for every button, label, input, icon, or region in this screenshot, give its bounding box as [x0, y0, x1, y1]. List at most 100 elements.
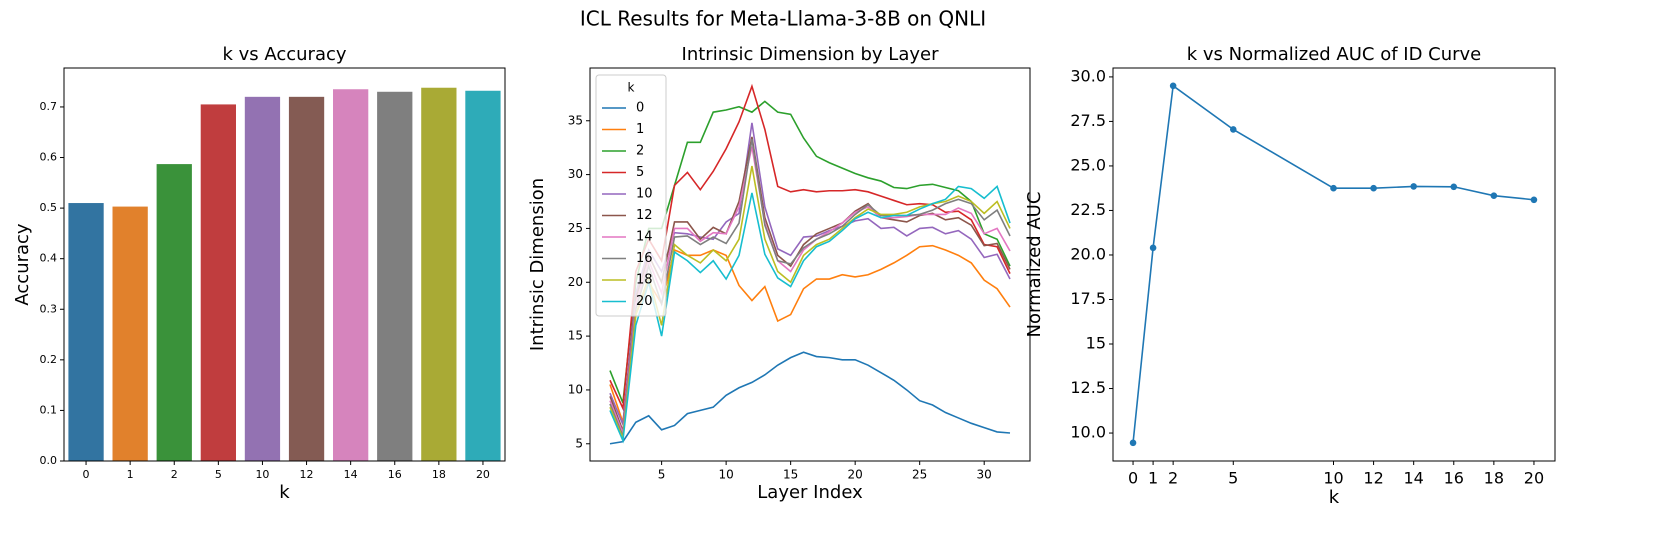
x-tick-label: 20 [476, 468, 490, 481]
bar [465, 90, 501, 461]
line [609, 185, 1011, 444]
bar [333, 89, 369, 462]
x-tick-label: 14 [344, 468, 358, 481]
x-tick-label: 10 [255, 468, 269, 481]
marker [1530, 196, 1538, 204]
x-axis-label: k [1329, 487, 1340, 508]
bar [200, 104, 236, 461]
x-tick-label: 14 [1404, 469, 1424, 488]
line [609, 122, 1011, 425]
line [1132, 84, 1535, 443]
y-tick-label: 20 [568, 275, 583, 289]
bar [421, 87, 457, 462]
marker [1169, 82, 1177, 90]
legend-label: 1 [636, 122, 644, 137]
legend-label: 5 [636, 165, 644, 180]
x-axis-label: Layer Index [757, 482, 863, 503]
legend-title: k [628, 81, 635, 95]
x-tick-label: 0 [83, 468, 90, 481]
x-tick-label: 0 [1128, 469, 1138, 488]
y-tick-label: 25 [568, 221, 583, 235]
x-tick-label: 10 [718, 468, 733, 482]
y-axis-label: Normalized AUC [1024, 192, 1045, 338]
y-tick-label: 27.5 [1070, 111, 1106, 130]
line [609, 83, 1011, 412]
marker [1330, 184, 1337, 192]
bar [112, 206, 148, 461]
x-tick-label: 5 [658, 468, 666, 482]
x-tick-label: 2 [171, 468, 178, 481]
marker [1490, 192, 1498, 199]
line [609, 136, 1011, 432]
x-tick-label: 15 [783, 468, 798, 482]
x-tick-label: 10 [1323, 469, 1343, 488]
x-tick-label: 20 [848, 468, 863, 482]
y-tick-label: 0.2 [40, 353, 58, 366]
legend-label: 18 [636, 273, 653, 288]
line [609, 165, 1011, 439]
y-tick-label: 25.0 [1070, 155, 1106, 174]
line [609, 244, 1011, 423]
y-tick-label: 10 [568, 382, 583, 396]
line [609, 138, 1011, 437]
x-tick-label: 5 [1228, 469, 1238, 488]
x-tick-label: 25 [912, 468, 927, 482]
y-tick-label: 0.6 [40, 151, 58, 164]
legend-label: 2 [636, 144, 644, 159]
chart-title: Intrinsic Dimension by Layer [682, 44, 940, 65]
legend-label: 20 [636, 294, 653, 309]
y-tick-label: 0.5 [40, 201, 58, 214]
chart-title: k vs Accuracy [222, 44, 346, 65]
x-tick-label: 5 [215, 468, 222, 481]
y-tick-label: 30.0 [1070, 66, 1106, 85]
x-tick-label: 12 [300, 468, 314, 481]
x-tick-label: 1 [127, 468, 134, 481]
legend-label: 12 [636, 208, 653, 223]
x-tick-label: 20 [1524, 469, 1544, 488]
legend-label: 14 [636, 230, 653, 245]
y-tick-label: 15 [1086, 334, 1106, 353]
y-tick-label: 20.0 [1070, 244, 1106, 263]
bar [68, 203, 104, 461]
legend-label: 0 [636, 101, 644, 116]
x-tick-label: 16 [388, 468, 402, 481]
y-tick-label: 5 [575, 436, 583, 450]
y-tick-label: 0.4 [40, 252, 58, 265]
y-tick-label: 15 [568, 329, 583, 343]
axes-frame [589, 67, 1031, 462]
bar [377, 91, 413, 461]
x-tick-label: 1 [1148, 469, 1158, 488]
marker [1149, 244, 1157, 252]
y-tick-label: 0.3 [40, 302, 58, 315]
bar [156, 164, 192, 461]
x-tick-label: 18 [432, 468, 446, 481]
chart-title: k vs Normalized AUC of ID Curve [1187, 44, 1482, 65]
line [609, 351, 1011, 445]
x-tick-label: 18 [1484, 469, 1504, 488]
marker [1450, 183, 1458, 191]
line [609, 146, 1011, 434]
axes-frame [1112, 67, 1556, 462]
legend-label: 16 [636, 251, 653, 266]
y-tick-label: 12.5 [1070, 378, 1106, 397]
x-tick-label: 2 [1168, 469, 1178, 488]
y-tick-label: 0.1 [40, 403, 58, 416]
figure-title: ICL Results for Meta-Llama-3-8B on QNLI [580, 7, 986, 31]
bar [244, 96, 281, 462]
marker [1129, 439, 1137, 447]
x-tick-label: 30 [977, 468, 992, 482]
y-tick-label: 17.5 [1070, 289, 1106, 308]
y-axis-label: Accuracy [12, 223, 33, 306]
y-tick-label: 10.0 [1070, 423, 1106, 442]
legend-label: 10 [636, 187, 653, 202]
legend-box [595, 74, 667, 317]
marker [1410, 183, 1417, 190]
y-tick-label: 0.7 [40, 100, 58, 113]
y-tick-label: 0.0 [40, 454, 58, 467]
x-tick-label: 12 [1363, 469, 1383, 488]
line [609, 100, 1011, 404]
axes-frame [63, 67, 506, 462]
y-tick-label: 22.5 [1070, 200, 1106, 219]
y-axis-label: Intrinsic Dimension [527, 178, 548, 351]
